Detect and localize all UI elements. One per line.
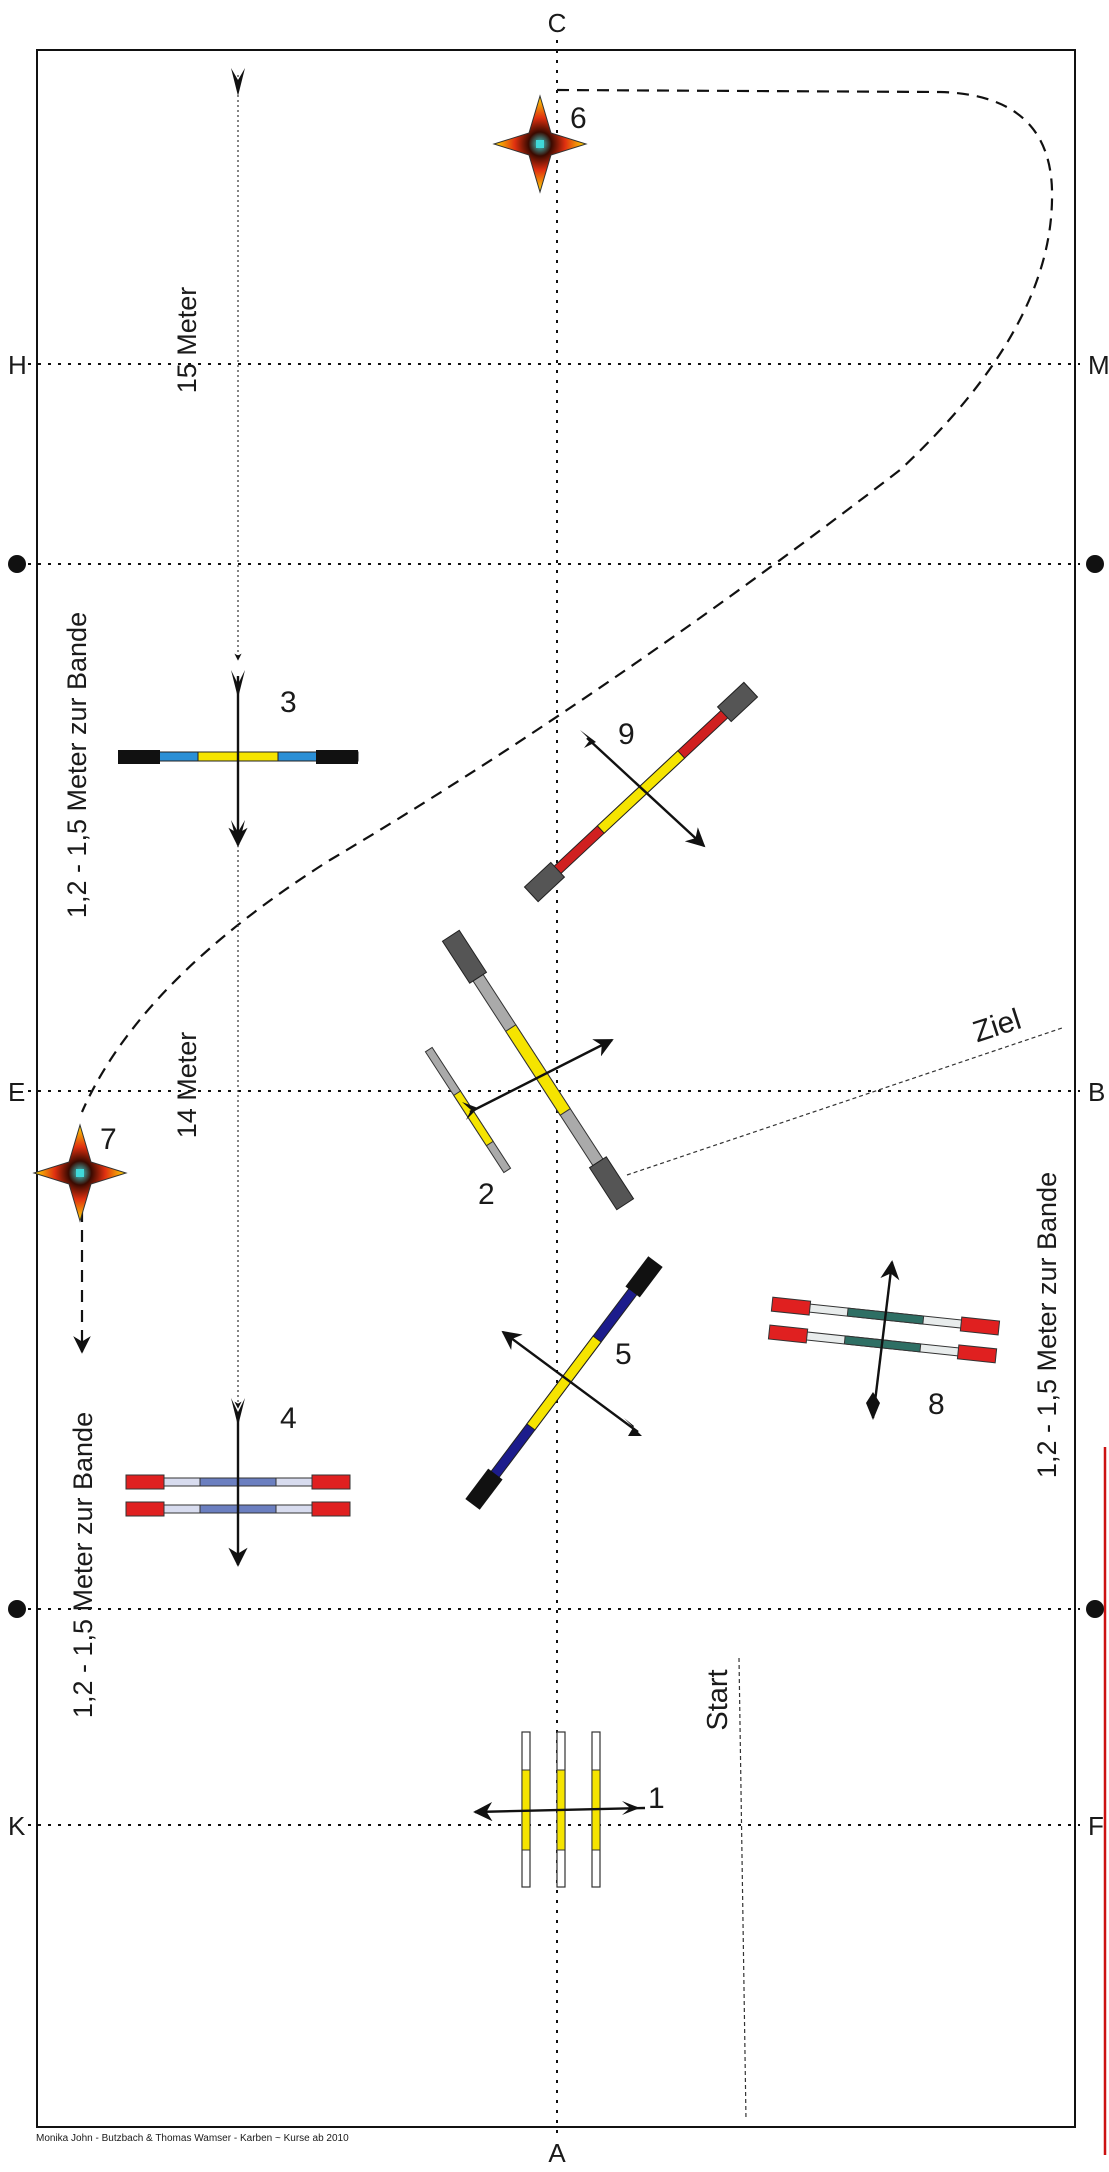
block	[311, 1501, 351, 1517]
obstacle-7: 7	[32, 1123, 128, 1223]
block	[125, 1501, 165, 1517]
obstacle-9: 9	[523, 681, 759, 903]
letter-f: F	[1088, 1811, 1104, 1841]
obstacle-number: 3	[280, 686, 297, 719]
obstacle-number: 6	[570, 102, 587, 135]
block	[588, 1156, 635, 1211]
credit-text: Monika John - Butzbach & Thomas Wamser -…	[36, 2133, 349, 2144]
pole-angled	[465, 1256, 663, 1510]
label-wall-distance-left-upper: 1,2 - 1,5 Meter zur Bande	[62, 612, 92, 918]
letter-c: C	[548, 8, 567, 38]
obstacle-8-direction-arrow	[871, 1260, 900, 1419]
label-15-meter: 15 Meter	[172, 287, 202, 394]
block	[311, 1474, 351, 1490]
block	[956, 1344, 998, 1364]
pole-stripe	[596, 750, 686, 834]
marker-dot	[1086, 555, 1104, 573]
arena-letters: C A H M E B K F	[8, 8, 1109, 2168]
block	[716, 681, 759, 723]
direction-arrow	[473, 1801, 646, 1822]
block	[770, 1296, 812, 1316]
pole-stripe	[505, 1024, 571, 1116]
letter-k: K	[8, 1811, 26, 1841]
letter-e: E	[8, 1077, 25, 1107]
block	[959, 1316, 1001, 1336]
pole-stripe	[526, 1335, 602, 1431]
obstacle-2: 2	[424, 929, 635, 1211]
pole-short	[424, 1046, 512, 1174]
marker-dot	[8, 1600, 26, 1618]
obstacle-number: 1	[648, 1782, 665, 1815]
cone-center	[76, 1169, 84, 1177]
arrow-tail-icon	[462, 1102, 478, 1120]
obstacle-8-number: 8	[928, 1388, 945, 1421]
obstacle-number: 9	[618, 718, 635, 751]
start-label: Start	[702, 1669, 734, 1730]
obstacle-number: 7	[100, 1123, 117, 1156]
arrow-tail-icon	[231, 1398, 245, 1426]
block	[625, 1256, 663, 1298]
obstacle-3: 3	[118, 670, 359, 847]
finish-label: Ziel	[969, 1003, 1025, 1049]
label-wall-distance-left-lower: 1,2 - 1,5 Meter zur Bande	[68, 1412, 98, 1718]
block	[316, 750, 358, 764]
course-path	[80, 88, 1054, 1113]
arrow-tail-icon	[866, 1392, 880, 1420]
letter-m: M	[1088, 350, 1109, 380]
arrow-tail-icon	[624, 1418, 642, 1436]
distance-labels: 15 Meter 14 Meter 1,2 - 1,5 Meter zur Ba…	[62, 287, 1062, 1718]
arrow-tail-icon	[231, 670, 245, 698]
block	[465, 1468, 503, 1510]
block	[767, 1324, 809, 1344]
block	[125, 1474, 165, 1490]
obstacle-6: 6	[492, 94, 588, 194]
arrow-tail-icon	[622, 1801, 640, 1815]
obstacle-4: 4	[125, 1398, 351, 1567]
block	[118, 750, 160, 764]
direction-arrow	[501, 1330, 639, 1433]
label-14-meter: 14 Meter	[172, 1032, 202, 1139]
pole-long	[441, 929, 635, 1211]
letter-b: B	[1088, 1077, 1105, 1107]
letter-a: A	[548, 2138, 566, 2167]
obstacle-number: 5	[615, 1338, 632, 1371]
block	[523, 861, 566, 903]
direction-arrow	[469, 1038, 614, 1114]
start-line	[738, 1657, 747, 2121]
marker-dot	[8, 555, 26, 573]
side-markers	[8, 555, 1104, 1618]
arrow-tail-icon	[580, 730, 596, 748]
block	[441, 929, 488, 984]
pole-angled	[523, 681, 759, 903]
obstacle-number: 4	[280, 1402, 297, 1435]
marker-dot	[1086, 1600, 1104, 1618]
label-wall-distance-right: 1,2 - 1,5 Meter zur Bande	[1032, 1172, 1062, 1478]
pole-stripe	[453, 1090, 494, 1147]
cone-center	[536, 140, 544, 148]
letter-h: H	[8, 350, 27, 380]
obstacle-number: 2	[478, 1178, 495, 1211]
direction-arrow	[586, 737, 706, 848]
arrow-tail-icon	[231, 68, 245, 96]
obstacle-5: 5	[465, 1256, 663, 1510]
finish-line	[626, 1027, 1063, 1176]
obstacle-1: 1	[473, 1731, 665, 1888]
